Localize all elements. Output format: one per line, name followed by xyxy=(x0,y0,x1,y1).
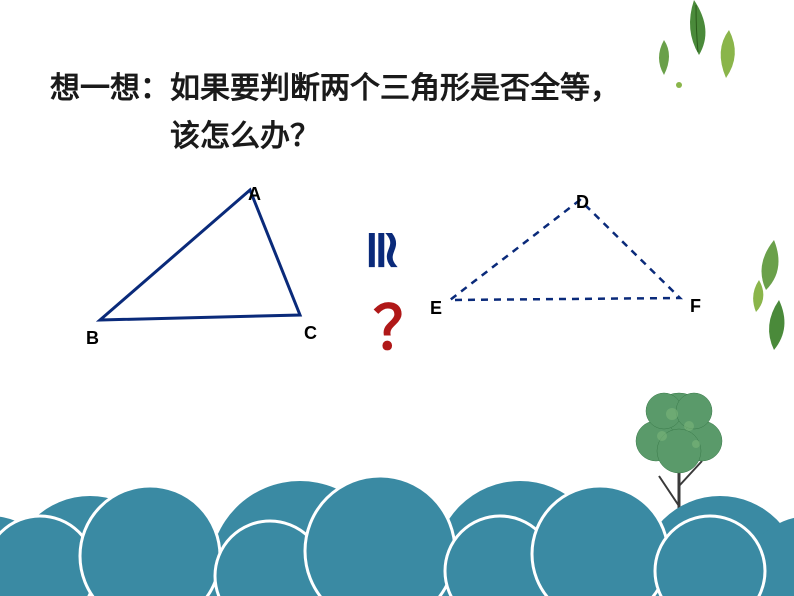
cloud-decor xyxy=(0,436,794,596)
vertex-c-label: C xyxy=(304,323,317,344)
triangle-abc xyxy=(100,190,300,320)
leaf-decor-right xyxy=(724,230,794,380)
vertex-b-label: B xyxy=(86,328,99,349)
question-mark: ？ xyxy=(373,280,433,367)
triangle-def xyxy=(450,200,680,300)
heading-line-2: 该怎么办？ xyxy=(170,113,620,161)
leaf-decor-top xyxy=(634,0,754,110)
congruent-symbol: ≅ xyxy=(352,228,412,272)
slide-heading: 想一想：如果要判断两个三角形是否全等， 该怎么办？ xyxy=(50,65,620,161)
triangle-diagram: A B C D E F ≅ ？ xyxy=(80,180,720,360)
vertex-f-label: F xyxy=(690,296,701,317)
vertex-d-label: D xyxy=(576,192,589,213)
heading-line-1: 想一想：如果要判断两个三角形是否全等， xyxy=(50,65,620,113)
vertex-a-label: A xyxy=(248,184,261,205)
